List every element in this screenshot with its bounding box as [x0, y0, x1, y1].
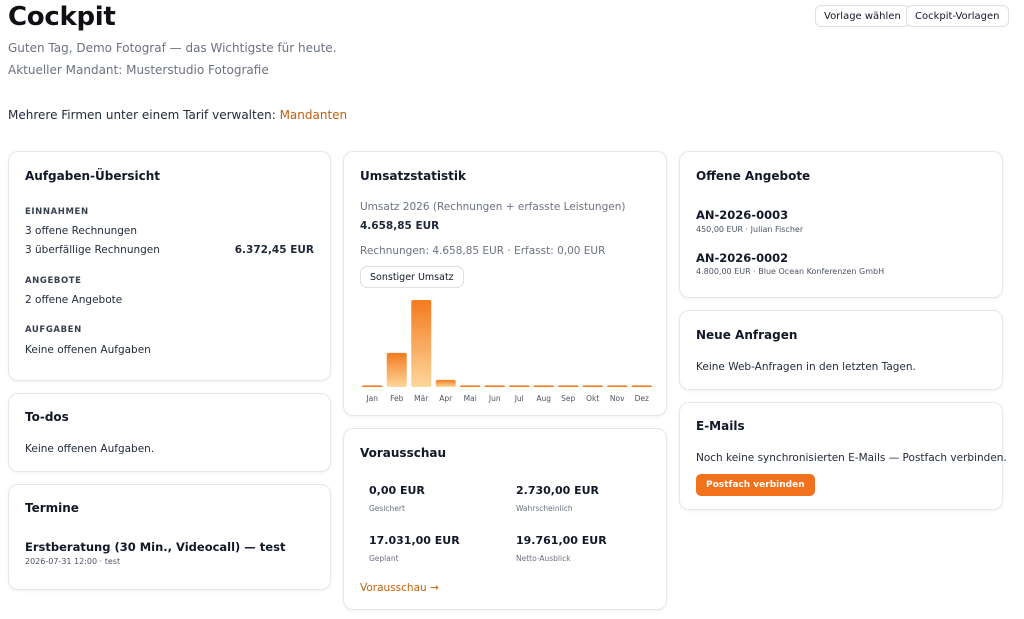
termin-title[interactable]: Erstberatung (30 Min., Videocall) — test — [25, 540, 286, 554]
card-title: Vorausschau — [360, 446, 447, 460]
card-title: E-Mails — [696, 419, 745, 433]
angebot-meta: 4.800,00 EUR · Blue Ocean Konferenzen Gm… — [696, 267, 885, 276]
chart-bar-feb — [386, 352, 407, 387]
offene-rechnungen[interactable]: 3 offene Rechnungen — [25, 225, 138, 237]
ueberfaellige-rechnungen[interactable]: 3 überfällige Rechnungen — [25, 244, 160, 256]
card-title: Termine — [25, 501, 79, 515]
chart-tick-label: Okt — [586, 394, 599, 403]
umsatz-breakdown: Rechnungen: 4.658,85 EUR · Erfasst: 0,00… — [360, 245, 606, 257]
aufgaben-card: Aufgaben-Übersicht EINNAHMEN 3 offene Re… — [8, 151, 331, 381]
card-title: To-dos — [25, 410, 69, 424]
chart-tick-label: Mär — [414, 394, 429, 403]
angebot-meta: 450,00 EUR · Julian Fischer — [696, 225, 804, 234]
mandanten-hint: Mehrere Firmen unter einem Tarif verwalt… — [8, 108, 347, 122]
todos-empty: Keine offenen Aufgaben. — [25, 443, 155, 455]
chart-tick-label: Aug — [536, 394, 551, 403]
chart-tick-label: Dez — [635, 394, 649, 403]
angebote-card: Offene Angebote AN-2026-0003 450,00 EUR … — [679, 151, 1003, 298]
chart-bar-jun — [484, 385, 505, 387]
card-title: Aufgaben-Übersicht — [25, 169, 161, 183]
card-title: Umsatzstatistik — [360, 169, 467, 183]
termin-meta: 2026-07-31 12:00 · test — [25, 557, 121, 566]
forecast-label: Geplant — [369, 554, 399, 563]
chart-tick-label: Jul — [514, 394, 524, 403]
card-title: Neue Anfragen — [696, 328, 798, 342]
postfach-verbinden-button[interactable]: Postfach verbinden — [696, 474, 815, 496]
todos-card: To-dos Keine offenen Aufgaben. — [8, 393, 331, 472]
vorlage-waehlen-button[interactable]: Vorlage wählen — [815, 5, 910, 27]
keine-aufgaben: Keine offenen Aufgaben — [25, 344, 151, 356]
termine-card: Termine Erstberatung (30 Min., Videocall… — [8, 484, 331, 590]
chart-bar-apr — [435, 379, 456, 387]
emails-card: E-Mails Noch keine synchronisierten E-Ma… — [679, 402, 1007, 510]
chart-bar-jan — [362, 385, 383, 387]
chart-tick-label: Apr — [439, 394, 453, 403]
forecast-value: 17.031,00 EUR — [369, 534, 460, 547]
chart-tick-label: Sep — [561, 394, 575, 403]
chart-bar-dez — [631, 385, 652, 387]
chart-bar-sep — [558, 385, 579, 387]
vorausschau-card: Vorausschau 0,00 EUR Gesichert 2.730,00 … — [343, 428, 667, 610]
chart-bar-mär — [411, 300, 432, 387]
anfragen-empty: Keine Web-Anfragen in den letzten Tagen. — [696, 361, 916, 373]
section-label: AUFGABEN — [25, 325, 82, 335]
umsatz-chart: Jan Feb Mär Apr Mai Jun Jul Aug Sep Okt Nov Dez — [362, 300, 652, 403]
forecast-label: Gesichert — [369, 504, 405, 513]
forecast-value: 0,00 EUR — [369, 484, 425, 497]
angebot-id[interactable]: AN-2026-0002 — [696, 251, 789, 265]
card-title: Offene Angebote — [696, 169, 811, 183]
anfragen-card: Neue Anfragen Keine Web-Anfragen in den … — [679, 310, 1003, 390]
chart-bar-okt — [582, 385, 603, 387]
sonstiger-umsatz-button[interactable]: Sonstiger Umsatz — [360, 266, 464, 288]
section-label: EINNAHMEN — [25, 207, 89, 217]
chart-tick-label: Jun — [488, 394, 501, 403]
current-mandant: Aktueller Mandant: Musterstudio Fotograf… — [8, 63, 269, 77]
mandanten-link[interactable]: Mandanten — [279, 108, 348, 122]
chart-bar-aug — [533, 385, 554, 387]
offene-angebote[interactable]: 2 offene Angebote — [25, 294, 123, 306]
chart-tick-label: Nov — [610, 394, 625, 403]
forecast-label: Wahrscheinlich — [516, 504, 573, 513]
angebot-id[interactable]: AN-2026-0003 — [696, 208, 789, 222]
forecast-value: 2.730,00 EUR — [516, 484, 600, 497]
chart-tick-label: Jan — [365, 394, 378, 403]
umsatz-total: 4.658,85 EUR — [360, 220, 440, 232]
chart-bar-nov — [607, 385, 628, 387]
chart-bar-jul — [509, 385, 530, 387]
mandanten-hint-text: Mehrere Firmen unter einem Tarif verwalt… — [8, 108, 280, 122]
umsatz-card: Umsatzstatistik Umsatz 2026 (Rechnungen … — [343, 151, 667, 416]
section-label: ANGEBOTE — [25, 276, 82, 286]
page-title: Cockpit — [8, 2, 116, 32]
forecast-value: 19.761,00 EUR — [516, 534, 607, 547]
emails-text: Noch keine synchronisierten E-Mails — Po… — [696, 452, 1007, 464]
umsatz-description: Umsatz 2026 (Rechnungen + erfasste Leist… — [360, 201, 626, 213]
ueberfaellige-betrag: 6.372,45 EUR — [234, 244, 314, 256]
greeting-text: Guten Tag, Demo Fotograf — das Wichtigst… — [8, 41, 337, 55]
vorausschau-link[interactable]: Vorausschau → — [360, 582, 439, 594]
forecast-label: Netto-Ausblick — [516, 554, 571, 563]
chart-tick-label: Mai — [464, 394, 477, 403]
chart-bar-mai — [460, 385, 481, 387]
cockpit-vorlagen-button[interactable]: Cockpit-Vorlagen — [906, 5, 1009, 27]
chart-tick-label: Feb — [390, 394, 404, 403]
